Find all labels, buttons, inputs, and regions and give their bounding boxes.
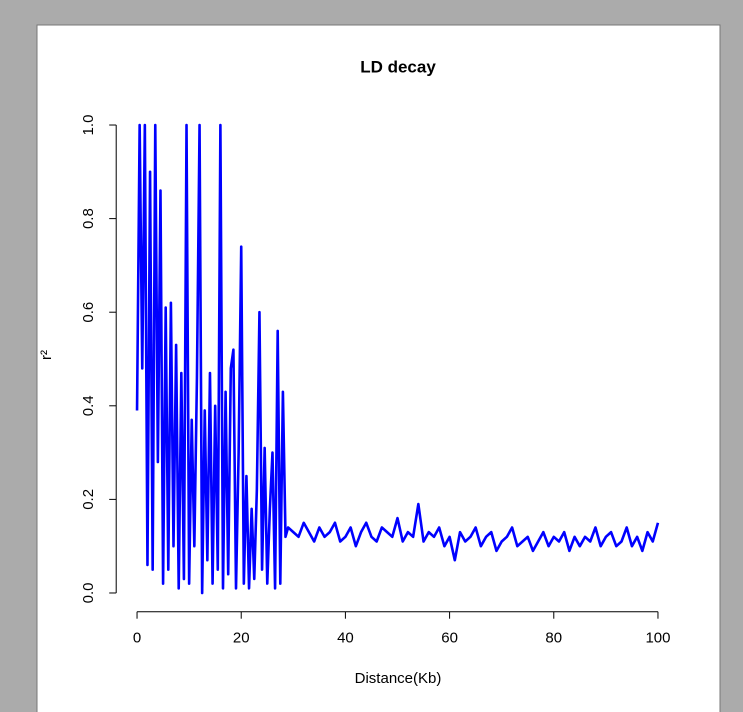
- x-tick-label: 0: [133, 630, 141, 647]
- x-tick-label: 100: [645, 630, 670, 647]
- data-line: [135, 123, 660, 595]
- y-tick-label: 1.0: [80, 115, 97, 136]
- chart-title: LD decay: [360, 57, 436, 76]
- x-tick-label: 80: [545, 630, 562, 647]
- y-tick-label: 0.0: [80, 583, 97, 604]
- x-axis-label: Distance(Kb): [355, 670, 442, 687]
- x-tick-label: 20: [233, 630, 250, 647]
- y-tick-label: 0.4: [80, 395, 97, 416]
- y-axis-label: r²: [38, 350, 55, 360]
- x-tick-label: 40: [337, 630, 354, 647]
- y-tick-label: 0.8: [80, 208, 97, 229]
- y-tick-label: 0.2: [80, 489, 97, 510]
- x-tick-label: 60: [441, 630, 458, 647]
- y-tick-label: 0.6: [80, 302, 97, 323]
